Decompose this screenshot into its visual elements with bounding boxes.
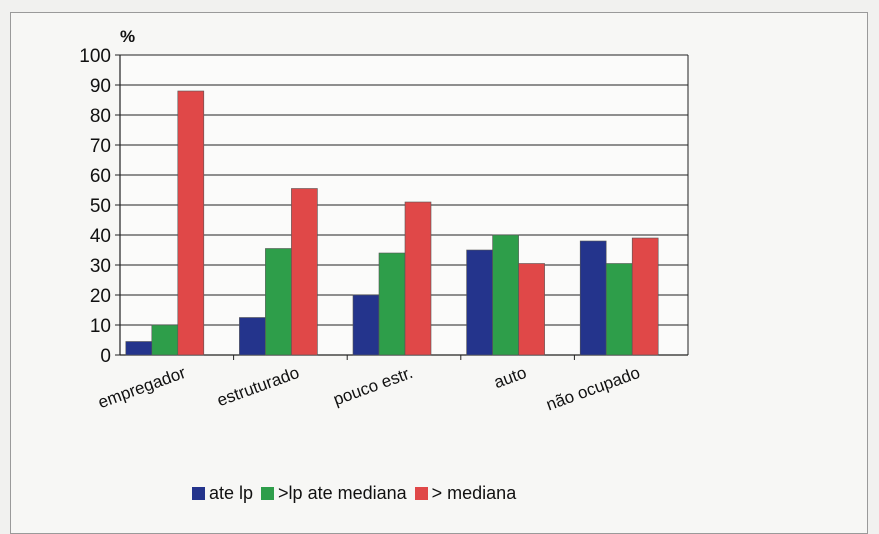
y-unit-label: % — [120, 27, 135, 46]
y-tick-label: 40 — [90, 226, 111, 247]
y-tick-label: 90 — [90, 76, 111, 97]
bar — [352, 294, 380, 356]
y-tick-label: 30 — [90, 256, 111, 277]
y-tick-label: 60 — [90, 166, 111, 187]
y-tick-label: 80 — [90, 106, 111, 127]
x-category-label: estruturado — [214, 363, 301, 410]
bar — [404, 201, 432, 356]
y-tick-label: 100 — [79, 46, 111, 67]
bar — [466, 249, 493, 356]
bar — [151, 324, 179, 356]
y-tick-label: 50 — [90, 196, 111, 217]
y-tick-label: 20 — [90, 286, 111, 307]
bar — [291, 188, 318, 356]
bar-chart: % 0 10 20 30 40 50 60 70 80 90 100 empregador estrut… — [79, 27, 689, 414]
bar — [265, 248, 292, 356]
bar — [518, 263, 545, 356]
y-tick-label: 70 — [90, 136, 111, 157]
bar — [378, 252, 406, 356]
bar — [125, 341, 153, 356]
x-category-label: empregador — [96, 363, 189, 412]
legend-swatch — [414, 487, 428, 500]
x-category-label: não ocupado — [544, 363, 643, 414]
x-category-label: pouco estr. — [331, 363, 416, 409]
legend-label: >lp ate mediana — [278, 483, 407, 503]
bar — [631, 237, 659, 356]
legend-item: > mediana — [414, 483, 517, 504]
legend-item: >lp ate mediana — [261, 483, 407, 504]
y-tick-label: 10 — [90, 316, 111, 337]
x-category-label: auto — [491, 363, 529, 392]
bar — [239, 317, 266, 356]
legend-swatch — [192, 487, 205, 500]
legend-label: > mediana — [431, 483, 517, 503]
bar — [492, 234, 519, 356]
bar — [579, 240, 607, 356]
y-tick-label: 0 — [100, 346, 111, 367]
legend-swatch — [261, 487, 275, 500]
legend-label: ate lp — [209, 483, 254, 503]
legend-item: ate lp — [192, 483, 253, 504]
legend: ate lp >lp ate mediana > mediana — [192, 483, 524, 504]
bar — [177, 90, 205, 356]
bar — [605, 263, 633, 356]
